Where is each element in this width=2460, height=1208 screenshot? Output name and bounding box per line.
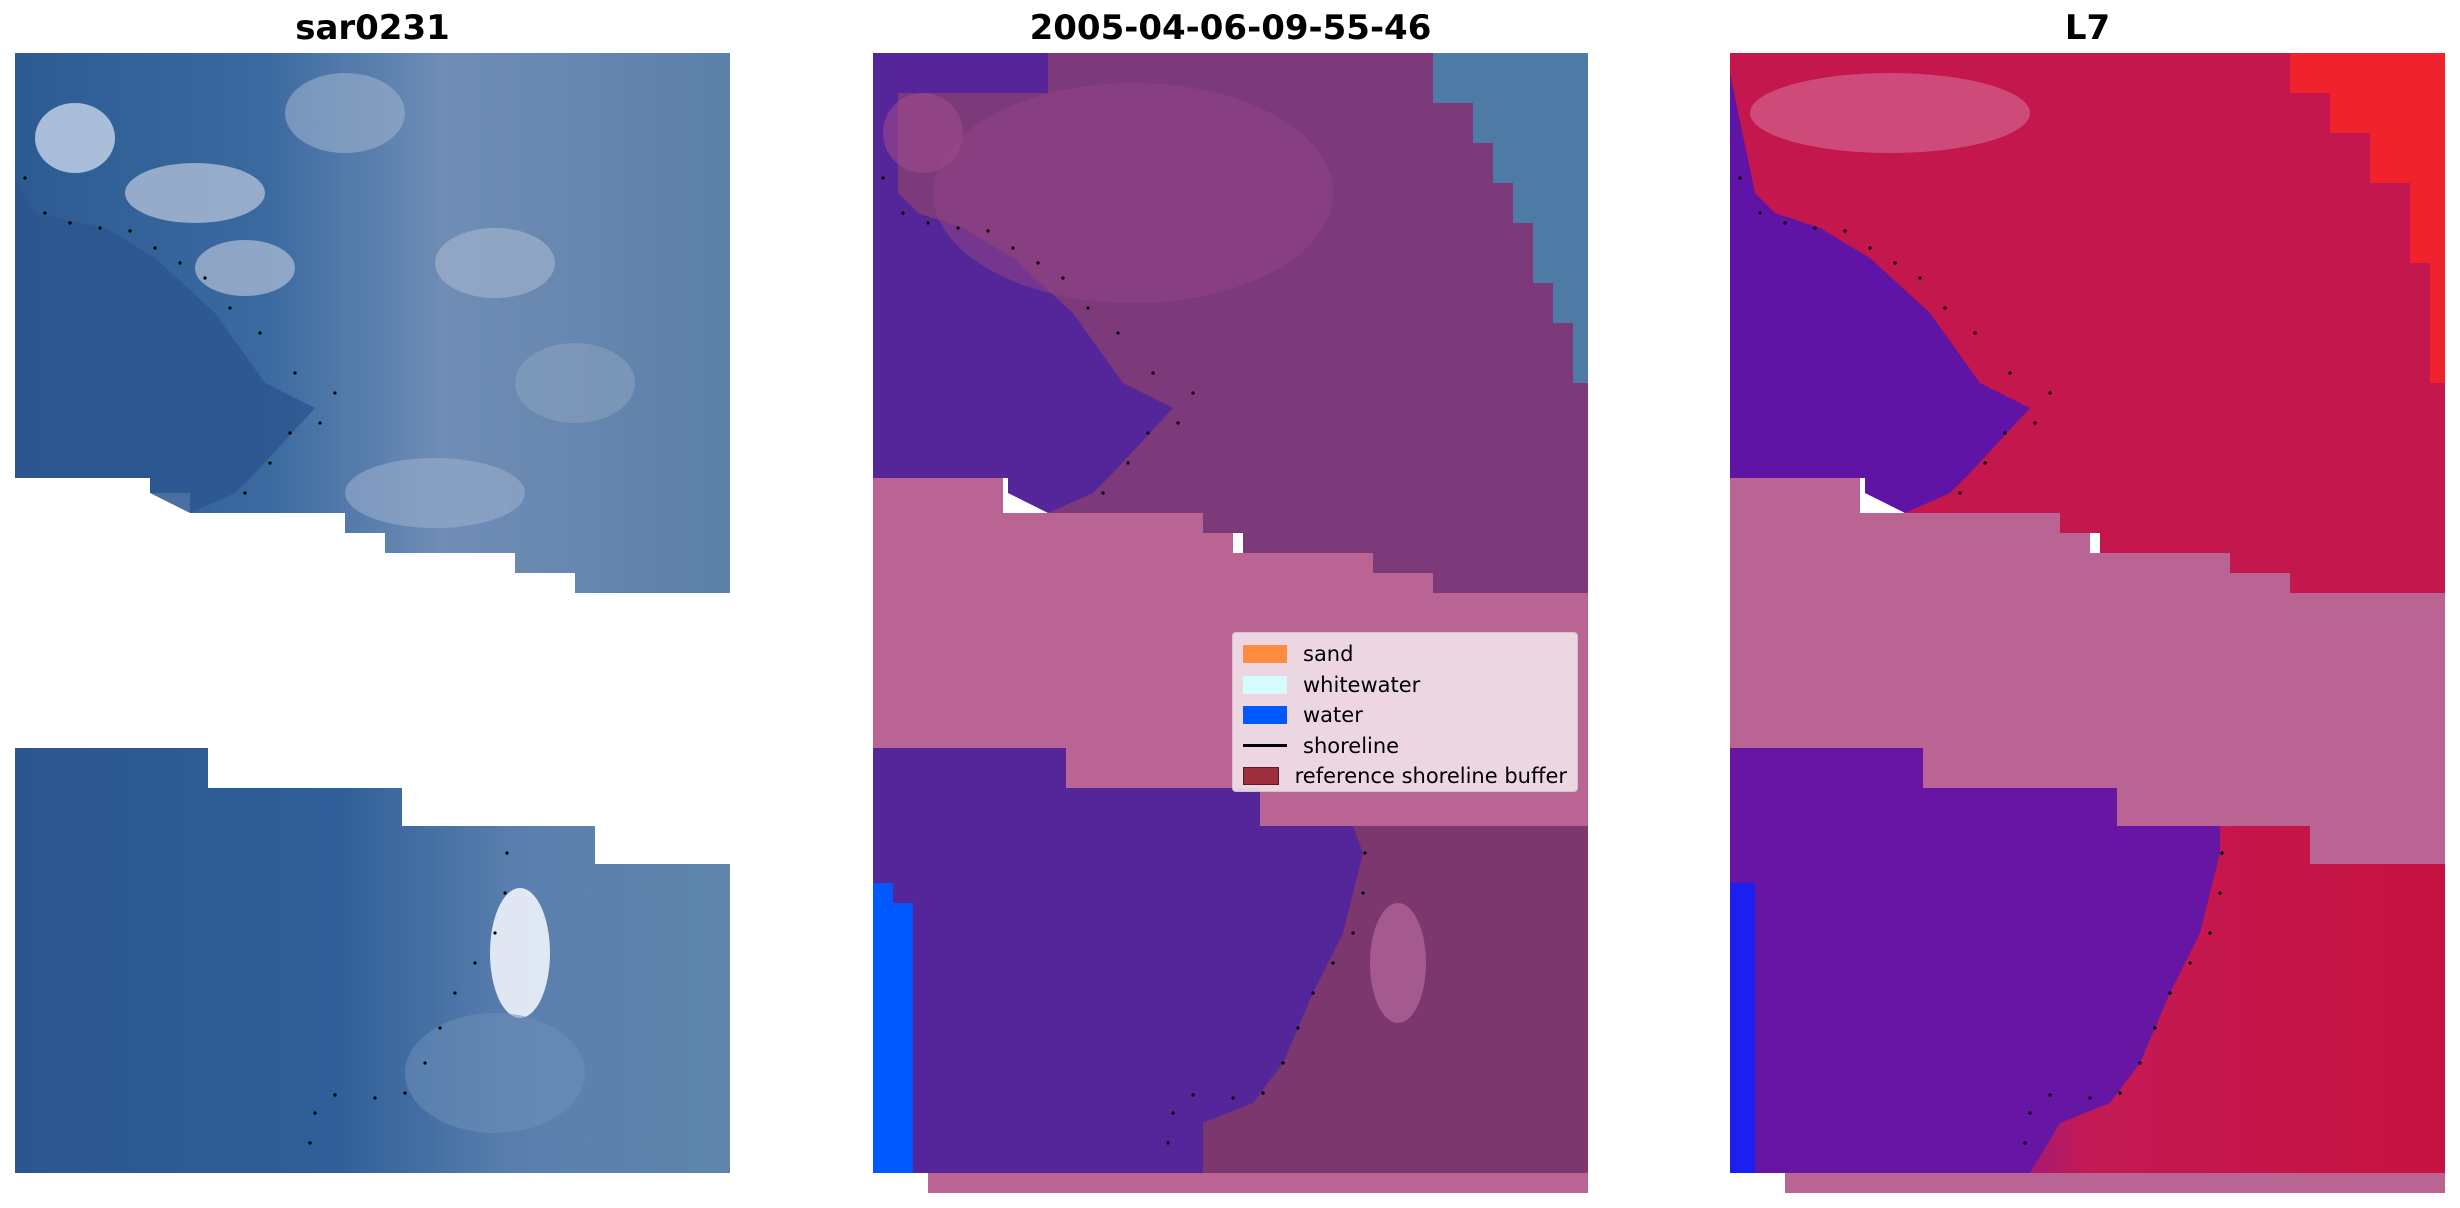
legend: sand whitewater water shoreline referenc… xyxy=(1232,632,1578,792)
rgb-image xyxy=(15,53,730,1173)
legend-item-water: water xyxy=(1243,700,1567,731)
panel-title-rgb: sar0231 xyxy=(295,8,450,48)
classification-panel xyxy=(873,53,1588,1193)
legend-label-water: water xyxy=(1303,703,1363,728)
shoreline-line-swatch xyxy=(1243,744,1287,748)
panel-title-classification: 2005-04-06-09-55-46 xyxy=(1029,8,1432,48)
legend-item-buffer: reference shoreline buffer xyxy=(1243,761,1567,792)
legend-item-sand: sand xyxy=(1243,639,1567,670)
sand-swatch xyxy=(1243,645,1287,664)
legend-label-whitewater: whitewater xyxy=(1303,672,1421,697)
water-swatch xyxy=(1243,706,1287,725)
legend-label-buffer: reference shoreline buffer xyxy=(1294,764,1567,789)
buffer-swatch xyxy=(1243,767,1279,786)
index-panel xyxy=(1730,53,2445,1193)
panel-title-mndwi: L7 xyxy=(2064,8,2111,48)
legend-label-shoreline: shoreline xyxy=(1303,733,1400,758)
classification-image xyxy=(873,53,1588,1193)
legend-label-sand: sand xyxy=(1303,642,1354,667)
rgb-image-panel xyxy=(15,53,730,1193)
index-image xyxy=(1730,53,2445,1193)
whitewater-swatch xyxy=(1243,675,1287,694)
legend-item-shoreline: shoreline xyxy=(1243,731,1567,762)
legend-item-whitewater: whitewater xyxy=(1243,670,1567,701)
